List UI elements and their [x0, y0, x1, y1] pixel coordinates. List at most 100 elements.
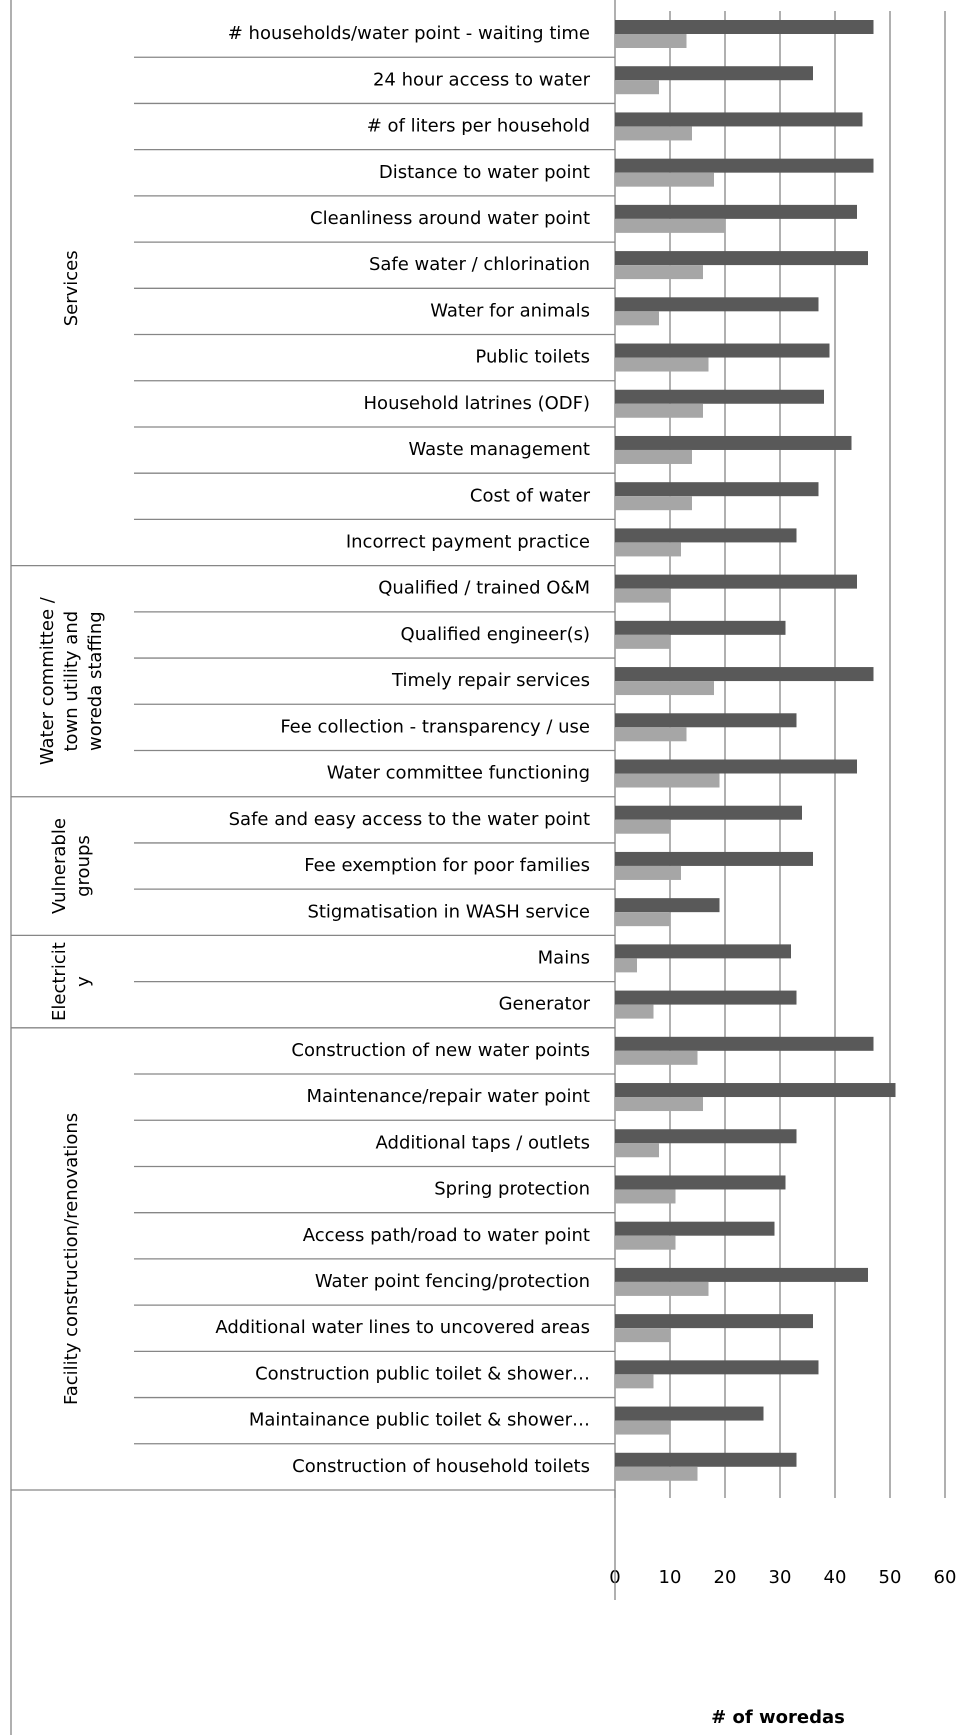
category-label: Spring protection — [434, 1179, 590, 1200]
bar — [615, 528, 797, 543]
bar — [615, 1452, 797, 1467]
bar — [615, 851, 813, 866]
category-label: Mains — [538, 947, 590, 968]
category-label: Maintenance/repair water point — [306, 1086, 590, 1107]
bar — [615, 311, 659, 326]
category-label: Safe water / chlorination — [369, 254, 590, 275]
bar — [615, 1129, 797, 1144]
bar — [615, 1314, 813, 1329]
bar — [615, 126, 692, 141]
group-label: Services — [61, 250, 82, 326]
bar — [615, 158, 874, 173]
x-tick-label: 30 — [769, 1567, 792, 1588]
bar — [615, 1420, 670, 1435]
bar — [615, 944, 791, 959]
group-label: Water committee / — [37, 596, 58, 765]
category-label: Cost of water — [470, 485, 591, 506]
category-label: Distance to water point — [379, 162, 590, 183]
x-tick-label: 50 — [879, 1567, 902, 1588]
category-label: Fee collection - transparency / use — [280, 716, 590, 737]
bar — [615, 1050, 698, 1065]
bar — [615, 805, 802, 820]
bar — [615, 759, 857, 774]
category-label: Fee exemption for poor families — [304, 855, 590, 876]
group-label: groups — [73, 835, 94, 897]
bar — [615, 1175, 786, 1190]
category-label: Water committee functioning — [327, 763, 590, 784]
bar — [615, 667, 874, 682]
bar — [615, 1466, 698, 1481]
category-label: Household latrines (ODF) — [364, 393, 590, 414]
group-label: town utility and — [61, 611, 82, 752]
bar — [615, 34, 687, 48]
bar — [615, 542, 681, 557]
bar — [615, 66, 813, 81]
x-tick-label: 10 — [659, 1567, 682, 1588]
group-label: y — [73, 976, 94, 987]
group-label: woreda staffing — [85, 611, 106, 751]
category-label: Construction public toilet & shower… — [255, 1363, 590, 1384]
bar — [615, 1189, 676, 1204]
group-label: Facility construction/renovations — [61, 1113, 82, 1405]
category-label: Additional water lines to uncovered area… — [215, 1317, 590, 1338]
bar — [615, 865, 681, 880]
bar — [615, 265, 703, 280]
bar — [615, 1281, 709, 1296]
category-label: Maintainance public toilet & shower… — [249, 1410, 590, 1431]
bar — [615, 727, 687, 742]
bar — [615, 819, 670, 834]
x-tick-label: 20 — [714, 1567, 737, 1588]
x-tick-label: 40 — [824, 1567, 847, 1588]
category-label: Timely repair services — [391, 670, 590, 691]
bar — [615, 588, 670, 603]
bar — [615, 1235, 676, 1250]
bar — [615, 204, 857, 219]
bar — [615, 496, 692, 511]
bar — [615, 990, 797, 1005]
category-label: Construction of new water points — [291, 1040, 590, 1061]
bar — [615, 1360, 819, 1375]
x-axis-title: # of woredas — [711, 1707, 845, 1728]
bar — [615, 1097, 703, 1112]
bar — [615, 172, 714, 187]
category-label: Water for animals — [430, 300, 590, 321]
bar — [615, 482, 819, 497]
category-label: Incorrect payment practice — [346, 532, 590, 553]
bar — [615, 912, 670, 927]
bar — [615, 620, 786, 635]
bar — [615, 773, 720, 788]
bar — [615, 357, 709, 372]
category-label: Generator — [499, 994, 591, 1015]
bar — [615, 713, 797, 728]
bar — [615, 435, 852, 450]
bar — [615, 343, 830, 358]
bar — [615, 449, 692, 464]
group-label: Vulnerable — [49, 818, 70, 914]
bar — [615, 634, 670, 649]
bar — [615, 389, 824, 404]
category-label: Additional taps / outlets — [376, 1132, 590, 1153]
category-label: Safe and easy access to the water point — [229, 809, 590, 830]
bar — [615, 958, 637, 973]
bar — [615, 297, 819, 312]
group-label: Electricit — [49, 942, 70, 1021]
category-label: Construction of household toilets — [292, 1456, 590, 1477]
bar — [615, 1267, 868, 1282]
category-label: 24 hour access to water — [373, 69, 591, 90]
category-label: Water point fencing/protection — [315, 1271, 590, 1292]
category-label: # of liters per household — [367, 116, 590, 137]
bar — [615, 403, 703, 418]
bar — [615, 1328, 670, 1343]
bar — [615, 80, 659, 95]
category-label: Qualified / trained O&M — [378, 578, 590, 599]
bar — [615, 1036, 874, 1051]
bar — [615, 574, 857, 589]
bar — [615, 681, 714, 696]
category-label: Cleanliness around water point — [310, 208, 590, 229]
bar — [615, 1083, 896, 1098]
bar — [615, 1004, 654, 1019]
bar — [615, 20, 874, 34]
category-label: # households/water point - waiting time — [228, 23, 590, 44]
bar — [615, 218, 725, 233]
